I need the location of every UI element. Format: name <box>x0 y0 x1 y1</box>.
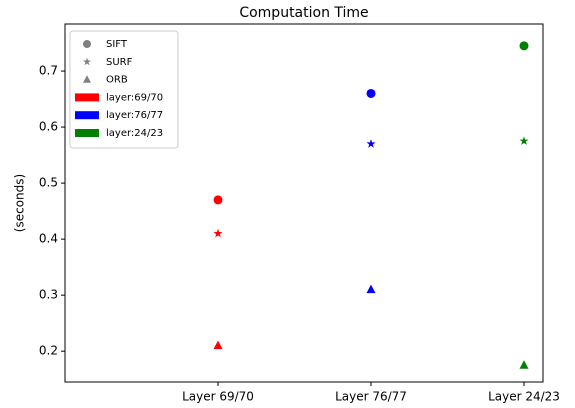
y-tick-label: 0.7 <box>39 64 58 78</box>
x-tick-label: Layer 69/70 <box>182 390 254 404</box>
legend-label: layer:24/23 <box>106 128 163 139</box>
legend-label: layer:69/70 <box>106 92 163 103</box>
legend-label: layer:76/77 <box>106 110 163 121</box>
y-axis-label: (seconds) <box>13 174 27 232</box>
marker <box>519 360 529 369</box>
legend-marker <box>83 75 91 83</box>
legend-label: SURF <box>106 57 133 68</box>
legend-swatch <box>75 111 99 120</box>
y-tick-label: 0.6 <box>39 120 58 134</box>
y-tick-label: 0.2 <box>39 344 58 358</box>
marker <box>366 139 376 148</box>
legend-swatch <box>75 93 99 102</box>
chart-title: Computation Time <box>239 5 368 21</box>
legend-label: ORB <box>106 75 128 86</box>
plot-frame <box>64 23 544 383</box>
x-tick-label: Layer 24/23 <box>488 390 560 404</box>
y-tick-label: 0.3 <box>39 288 58 302</box>
marker <box>519 41 529 51</box>
y-tick-label: 0.4 <box>39 232 58 246</box>
marker <box>213 195 223 205</box>
legend-marker <box>83 57 91 66</box>
legend-swatch <box>75 129 99 137</box>
marker <box>519 136 529 145</box>
x-tick-label: Layer 76/77 <box>335 390 407 404</box>
marker <box>366 88 376 98</box>
marker <box>366 284 376 294</box>
marker <box>213 228 223 238</box>
legend-marker <box>83 40 91 48</box>
marker <box>213 340 223 350</box>
legend-label: SIFT <box>106 39 128 50</box>
y-tick-label: 0.5 <box>39 176 58 190</box>
